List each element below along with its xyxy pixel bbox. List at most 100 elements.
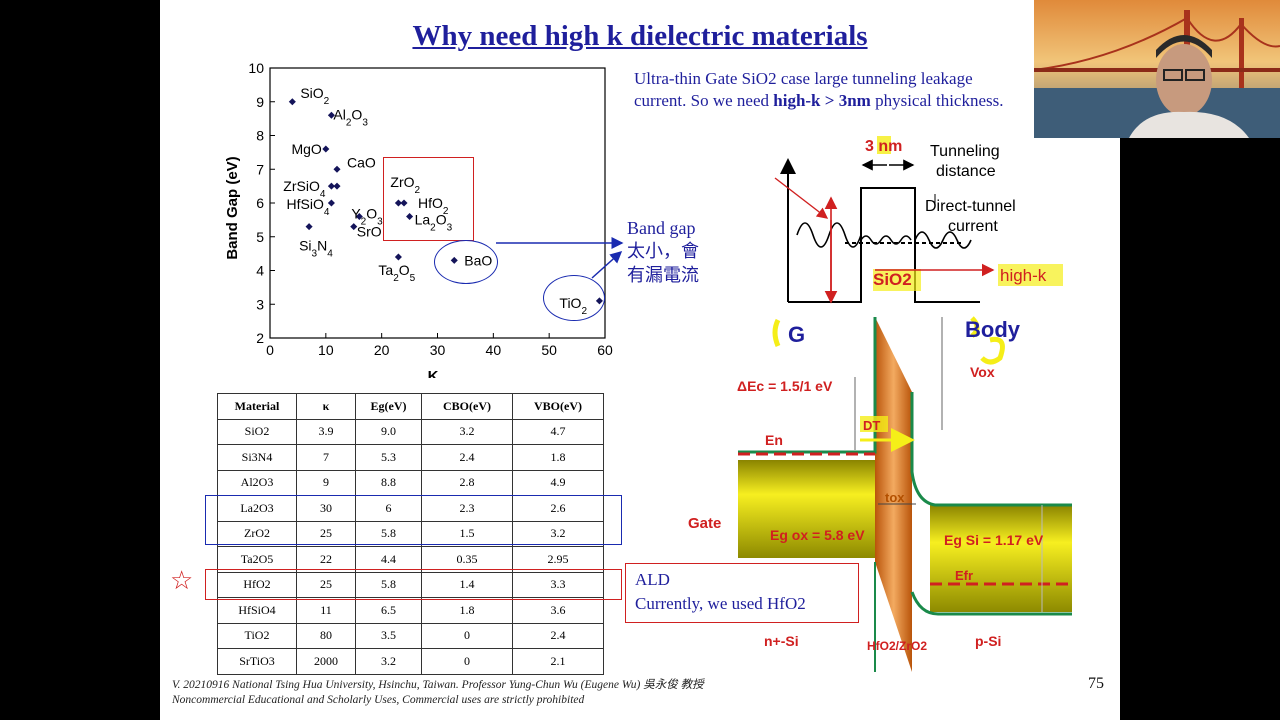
slide-title: Why need high k dielectric materials bbox=[412, 20, 868, 52]
table-row: Si3N4 7 5.3 2.4 1.8 bbox=[217, 444, 604, 471]
y-tick-label: 6 bbox=[256, 195, 264, 211]
value-cell: 6 bbox=[355, 495, 422, 522]
value-cell: 2.1 bbox=[512, 648, 604, 675]
x-tick-label: 0 bbox=[266, 342, 274, 358]
dt-label: DT bbox=[863, 418, 880, 433]
value-cell: 2.95 bbox=[512, 546, 604, 573]
n-si-label: n+-Si bbox=[764, 633, 799, 649]
table-row: Ta2O5 22 4.4 0.35 2.95 bbox=[217, 546, 604, 573]
delta-ec-label: ΔEc = 1.5/1 eV bbox=[737, 378, 833, 394]
chart-ylabel: Band Gap (eV) bbox=[224, 156, 241, 259]
x-tick-label: 60 bbox=[597, 342, 613, 358]
footer-line2: Noncommercial Educational and Scholarly … bbox=[172, 694, 585, 706]
gate-label: Gate bbox=[688, 515, 721, 532]
value-cell: 1.8 bbox=[512, 444, 604, 471]
slide-footer: V. 20210916 National Tsing Hua Universit… bbox=[172, 678, 704, 708]
value-cell: 2.8 bbox=[421, 469, 513, 496]
ald-note-line1: ALD bbox=[635, 570, 670, 589]
point-label: MgO bbox=[291, 141, 321, 157]
chart-highk-highlight bbox=[383, 157, 474, 241]
webcam-frame bbox=[1034, 0, 1280, 138]
page-number: 75 bbox=[1088, 675, 1104, 692]
y-tick-label: 7 bbox=[256, 161, 264, 177]
bao-circle bbox=[434, 240, 498, 284]
tunneling-diagram: 3 nm Tunneling distance Direct-tunnel cu… bbox=[774, 136, 1063, 304]
direct-tunnel-label-2: current bbox=[948, 218, 998, 235]
data-point bbox=[333, 182, 341, 190]
highk-label: high-k bbox=[1000, 266, 1047, 285]
ald-note-line2: Currently, we used HfO2 bbox=[635, 594, 806, 613]
body-label: Body bbox=[965, 317, 1021, 342]
data-point bbox=[355, 212, 363, 221]
tunneling-distance-label-2: distance bbox=[936, 163, 996, 180]
value-cell: 3.2 bbox=[512, 520, 604, 547]
table-header-row: Material κ Eg(eV) CBO(eV) VBO(eV) bbox=[217, 393, 604, 420]
value-cell: 7 bbox=[296, 444, 356, 471]
tio2-circle bbox=[543, 275, 605, 321]
data-point bbox=[394, 253, 402, 261]
x-tick-label: 40 bbox=[486, 342, 502, 358]
data-point bbox=[394, 199, 402, 207]
data-point bbox=[327, 182, 335, 190]
y-tick-label: 5 bbox=[256, 229, 264, 245]
en-label: En bbox=[765, 432, 783, 448]
material-cell: Al2O3 bbox=[217, 469, 297, 496]
webcam-video bbox=[1034, 0, 1280, 138]
vox-label: Vox bbox=[970, 364, 995, 380]
g-label: G bbox=[788, 322, 805, 347]
bandgap-note-line3: 有漏電流 bbox=[627, 265, 699, 286]
value-cell: 9.0 bbox=[355, 418, 422, 445]
ald-note: ALD Currently, we used HfO2 bbox=[625, 563, 859, 623]
y-tick-label: 3 bbox=[256, 296, 264, 312]
value-cell: 4.4 bbox=[355, 546, 422, 573]
point-label: CaO bbox=[347, 154, 376, 170]
value-cell: 4.7 bbox=[512, 418, 604, 445]
bandgap-note: Band gap 太小，會 有漏電流 bbox=[627, 216, 699, 288]
data-point bbox=[305, 223, 313, 231]
efr-label: Efr bbox=[955, 568, 973, 583]
star-outline-icon: ☆ bbox=[170, 566, 194, 596]
table-hfo2-highlight bbox=[205, 569, 622, 600]
value-cell: 11 bbox=[296, 597, 356, 624]
y-tick-label: 8 bbox=[256, 128, 264, 144]
value-cell: 2.4 bbox=[421, 444, 513, 471]
value-cell: 3.6 bbox=[512, 597, 604, 624]
table-row: ZrO2 25 5.8 1.5 3.2 bbox=[217, 520, 604, 547]
material-cell: Si3N4 bbox=[217, 444, 297, 471]
data-point bbox=[350, 223, 358, 231]
value-cell: 3.2 bbox=[355, 648, 422, 675]
material-cell: ZrO2 bbox=[217, 520, 297, 547]
y-tick-label: 4 bbox=[256, 263, 264, 279]
table-la2o3-zro2-highlight bbox=[205, 495, 622, 545]
col-cbo: CBO(eV) bbox=[421, 393, 513, 420]
value-cell: 1.8 bbox=[421, 597, 513, 624]
bandgap-arrows bbox=[496, 237, 624, 279]
eg-si-label: Eg Si = 1.17 eV bbox=[944, 532, 1044, 548]
tunneling-note: Ultra-thin Gate SiO2 case large tunnelin… bbox=[634, 68, 1114, 112]
point-label: Si3N4 bbox=[299, 238, 333, 260]
direct-tunnel-label-1: Direct-tunnel bbox=[925, 198, 1016, 215]
value-cell: 8.8 bbox=[355, 469, 422, 496]
value-cell: 0 bbox=[421, 648, 513, 675]
p-si-label: p-Si bbox=[975, 633, 1001, 649]
data-point bbox=[288, 98, 296, 106]
speaker-face bbox=[1156, 44, 1212, 116]
value-cell: 25 bbox=[296, 520, 356, 547]
x-tick-label: 20 bbox=[374, 342, 390, 358]
data-point bbox=[406, 212, 414, 221]
material-cell: SiO2 bbox=[217, 418, 297, 445]
tunneling-note-line1: Ultra-thin Gate SiO2 case large tunnelin… bbox=[634, 69, 973, 88]
table-row: SiO2 3.9 9.0 3.2 4.7 bbox=[217, 418, 604, 445]
point-label: SiO2 bbox=[300, 85, 329, 107]
footer-line1: V. 20210916 National Tsing Hua Universit… bbox=[172, 679, 704, 691]
col-kappa: κ bbox=[296, 393, 356, 420]
value-cell: 6.5 bbox=[355, 597, 422, 624]
oxide-label: HfO2/ZrO2 bbox=[867, 639, 927, 653]
slide: Why need high k dielectric materials 0 10… bbox=[160, 0, 1120, 720]
materials-table: Material κ Eg(eV) CBO(eV) VBO(eV) SiO2 3.… bbox=[217, 393, 604, 675]
material-cell: Ta2O5 bbox=[217, 546, 297, 573]
eg-ox-label: Eg ox = 5.8 eV bbox=[770, 527, 865, 543]
point-label: Al2O3 bbox=[333, 106, 368, 128]
value-cell: 5.8 bbox=[355, 520, 422, 547]
col-material: Material bbox=[217, 393, 297, 420]
